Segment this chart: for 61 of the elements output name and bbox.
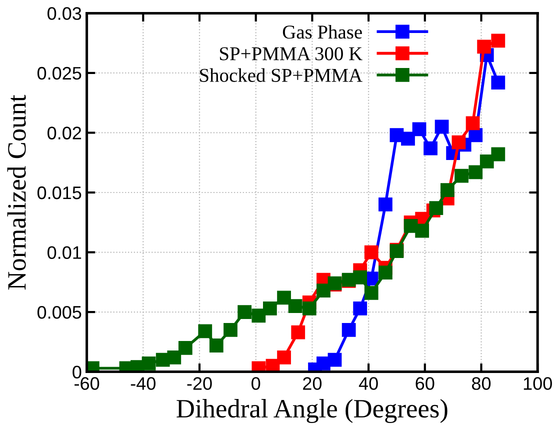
point	[477, 40, 492, 54]
y-tick-label: 0	[72, 366, 82, 379]
point	[454, 168, 468, 183]
point	[291, 325, 306, 340]
point	[468, 128, 483, 142]
point	[415, 224, 430, 238]
y-tick-label: 0.025	[37, 66, 82, 80]
point	[378, 266, 392, 280]
x-tick-label: 60	[416, 377, 434, 390]
legend-label: Gas Phase	[282, 24, 362, 39]
point	[452, 135, 466, 150]
point	[178, 340, 192, 355]
x-tick-label: 20	[303, 377, 322, 390]
point	[224, 323, 238, 337]
x-tick-label: 100	[524, 377, 552, 390]
point	[353, 270, 368, 284]
x-tick-label: -20	[187, 377, 212, 390]
point	[491, 34, 506, 48]
point	[198, 324, 212, 338]
x-tick-label: 80	[472, 377, 491, 390]
point	[412, 122, 426, 136]
point	[353, 302, 368, 316]
point	[466, 116, 480, 130]
point	[364, 245, 378, 260]
point	[401, 132, 415, 146]
point	[378, 198, 392, 212]
point	[142, 356, 156, 370]
point	[262, 302, 277, 316]
point	[429, 201, 444, 215]
point	[316, 284, 330, 298]
point	[480, 154, 494, 168]
y-tick-label: 0.015	[37, 186, 82, 200]
y-tick-label: 0.03	[48, 7, 82, 20]
point	[434, 120, 449, 134]
legend-label: Shocked SP+PMMA	[200, 68, 362, 82]
point	[288, 299, 302, 313]
point	[468, 165, 483, 180]
x-tick-label: 0	[252, 377, 260, 390]
x-tick-label: -60	[74, 377, 100, 390]
x-tick-label: -40	[130, 377, 156, 390]
x-tick-label: 40	[358, 377, 378, 390]
point	[491, 147, 506, 162]
point	[364, 286, 378, 300]
point	[209, 338, 224, 352]
point	[238, 305, 252, 319]
point	[277, 350, 291, 364]
y-tick-label: 0.01	[48, 246, 82, 259]
point	[424, 141, 438, 156]
y-axis-title: Normalized Count	[7, 94, 26, 290]
x-axis-title: Dihedral Angle (Degrees)	[176, 399, 448, 424]
point	[252, 308, 266, 323]
legend-label: SP+PMMA 300 K	[220, 47, 362, 60]
point	[491, 76, 506, 90]
y-tick-label: 0.02	[48, 126, 82, 140]
point	[167, 350, 182, 364]
y-tick-label: 0.005	[37, 306, 82, 319]
point	[440, 183, 454, 198]
point	[302, 302, 316, 316]
point	[328, 352, 342, 367]
point	[342, 323, 356, 337]
point	[277, 290, 291, 305]
